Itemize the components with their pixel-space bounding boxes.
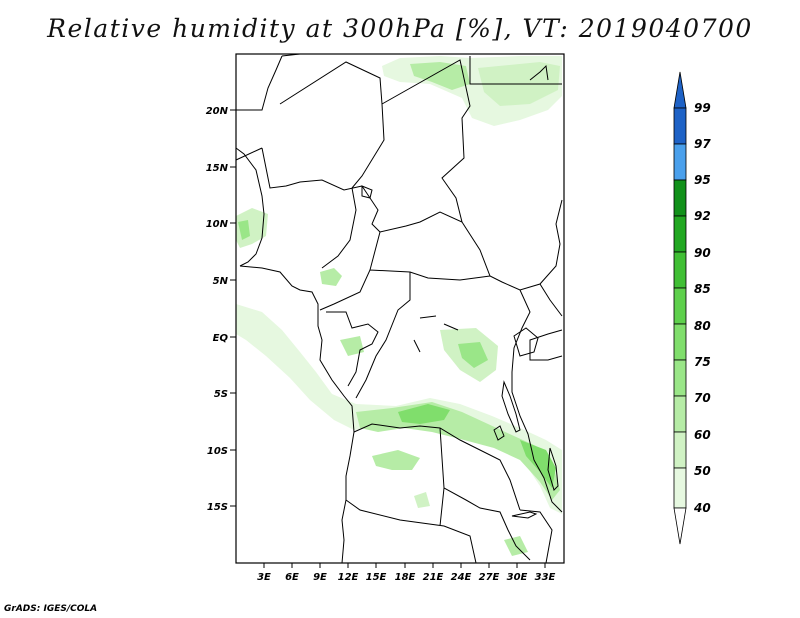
humidity-shading [236,56,562,556]
colorbar-label: 70 [694,391,711,405]
colorbar-label: 85 [694,282,711,296]
colorbar-box [673,323,687,361]
rh-patch-angola-core [398,404,450,424]
lat-label: 10N [206,219,229,230]
colorbar-label: 80 [694,319,711,333]
colorbar-box [673,287,687,325]
lon-label: 12E [338,572,359,583]
east-lakes-borders [511,283,563,513]
lake-mweru [493,425,505,441]
map-boundaries [235,53,563,564]
colorbar-box [673,359,687,397]
rh-patch-congo-core [458,342,488,368]
arabian-coast [529,64,549,81]
colorbar-label: 92 [694,209,711,223]
colorbar-label: 97 [694,137,711,151]
lon-label: 9E [313,572,327,583]
lon-label: 15E [366,572,387,583]
lon-label: 3E [257,572,271,583]
colorbar-label: 75 [694,355,711,369]
lat-label: 5N [213,276,229,287]
lake-malawi [547,447,559,491]
lake-tanganyika [501,380,521,433]
southern-borders [345,423,553,564]
lake-chad [361,185,373,199]
rh-patch-nigeria [320,268,342,286]
colorbar: 99 97 95 92 90 85 80 75 70 60 50 40 [673,71,711,545]
colorbar-box [673,395,687,433]
lon-label: 33E [535,572,556,583]
rh-patch-west-coast-core [238,220,250,240]
lake-victoria [513,327,539,357]
colorbar-top-arrow [673,71,687,109]
lon-label: 18E [395,572,416,583]
lat-label: 5S [214,389,228,400]
lat-label: 15N [206,163,229,174]
colorbar-box [673,251,687,289]
colorbar-box [673,467,687,509]
lat-label: 20N [206,106,229,117]
coastline [235,147,355,564]
colorbar-box [673,431,687,469]
chart-title: Relative humidity at 300hPa [%], VT: 201… [47,14,753,43]
lat-label: 10S [207,446,228,457]
grads-credit: GrADS: IGES/COLA [4,604,98,614]
map-frame [235,53,565,564]
central-borders [319,187,491,399]
rh-patch-angola-south [372,450,420,470]
rh-patch-southeast-core [520,440,556,488]
colorbar-bottom-arrow [673,507,687,545]
colorbar-label: 40 [693,501,711,515]
lat-label: 15S [207,502,228,513]
lon-label: 27E [479,572,500,583]
rh-patch-mid-south [414,492,430,508]
sahara-borders [236,53,562,223]
colorbar-label: 99 [694,101,711,115]
rh-patch-angola [356,402,560,500]
lat-axis: 20N 15N 10N 5N EQ 5S 10S 15S [206,106,236,513]
colorbar-box [673,107,687,145]
lon-label: 6E [285,572,299,583]
rh-patch-north-core [410,62,470,90]
lon-axis: 3E 6E 9E 12E 15E 18E 21E 24E 27E 30E 33E [257,563,556,583]
colorbar-label: 90 [694,246,711,260]
lon-label: 24E [451,572,472,583]
lon-label: 21E [423,572,444,583]
colorbar-box [673,215,687,253]
rh-patch-gabon [340,336,364,356]
colorbar-box [673,143,687,181]
congo-river-islands [413,315,459,353]
lat-label: EQ [213,333,229,344]
colorbar-label: 95 [694,173,711,187]
colorbar-label: 50 [694,464,711,478]
sahel-borders [235,147,563,291]
colorbar-label: 60 [694,428,711,442]
colorbar-box [673,179,687,217]
lon-label: 30E [507,572,528,583]
lake-kariba [511,511,538,519]
